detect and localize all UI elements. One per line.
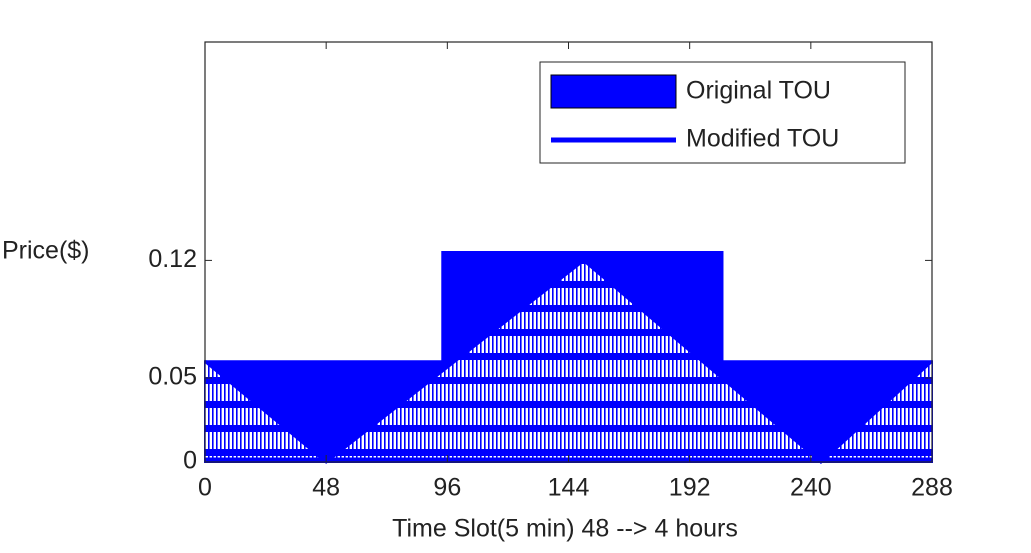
x-tick-label: 0: [198, 474, 212, 502]
legend-label: Original TOU: [686, 77, 831, 105]
x-tick-label: 192: [669, 474, 711, 502]
x-tick-label: 144: [548, 474, 590, 502]
x-tick-label: 288: [911, 474, 953, 502]
plot-area: [204, 251, 934, 464]
x-tick-label: 96: [433, 474, 461, 502]
y-tick-label: 0: [183, 447, 197, 475]
legend: Original TOU Modified TOU: [539, 61, 906, 164]
legend-label: Modified TOU: [686, 125, 839, 153]
y-axis-label: Price($): [2, 237, 90, 265]
modified-line: [204, 258, 934, 464]
y-tick-label: 0.12: [148, 245, 197, 273]
x-axis-label: Time Slot(5 min) 48 --> 4 hours: [392, 515, 738, 543]
legend-swatch: [550, 74, 677, 109]
y-tick-label: 0.05: [148, 363, 197, 391]
x-tick-label: 48: [312, 474, 340, 502]
x-tick-label: 240: [790, 474, 832, 502]
modified-fill: [205, 260, 932, 462]
